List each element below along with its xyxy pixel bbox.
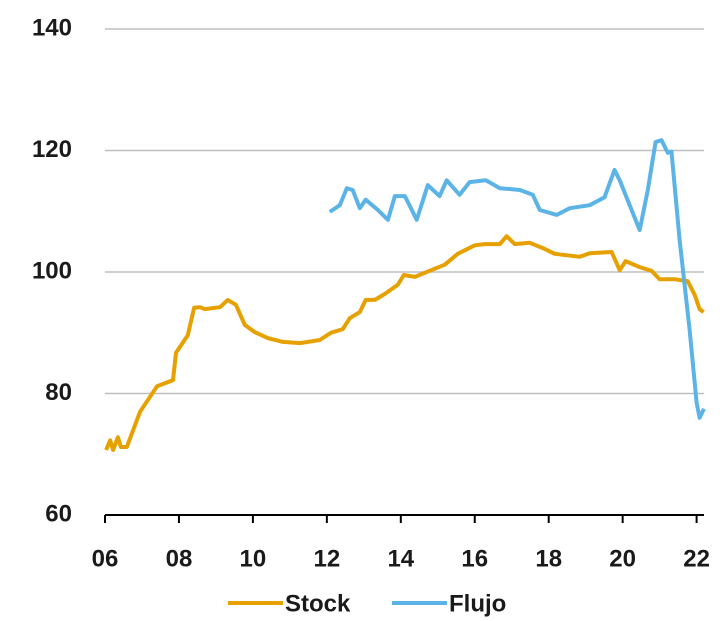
x-tick-label: 06: [92, 545, 119, 572]
legend-label: Flujo: [449, 590, 506, 617]
x-tick-label: 12: [314, 545, 341, 572]
series-line: [328, 138, 706, 420]
x-tick-label: 16: [461, 545, 488, 572]
x-tick-label: 10: [240, 545, 267, 572]
legend-label: Stock: [285, 590, 351, 617]
y-tick-label: 120: [32, 136, 72, 163]
y-tick-label: 140: [32, 14, 72, 41]
y-tick-label: 80: [45, 379, 72, 406]
y-tick-label: 100: [32, 257, 72, 284]
y-tick-label: 60: [45, 500, 72, 527]
x-tick-label: 14: [387, 545, 414, 572]
x-tick-label: 22: [683, 545, 710, 572]
series-line: [104, 234, 705, 452]
x-tick-label: 08: [166, 545, 193, 572]
x-tick-label: 20: [609, 545, 636, 572]
x-tick-label: 18: [535, 545, 562, 572]
